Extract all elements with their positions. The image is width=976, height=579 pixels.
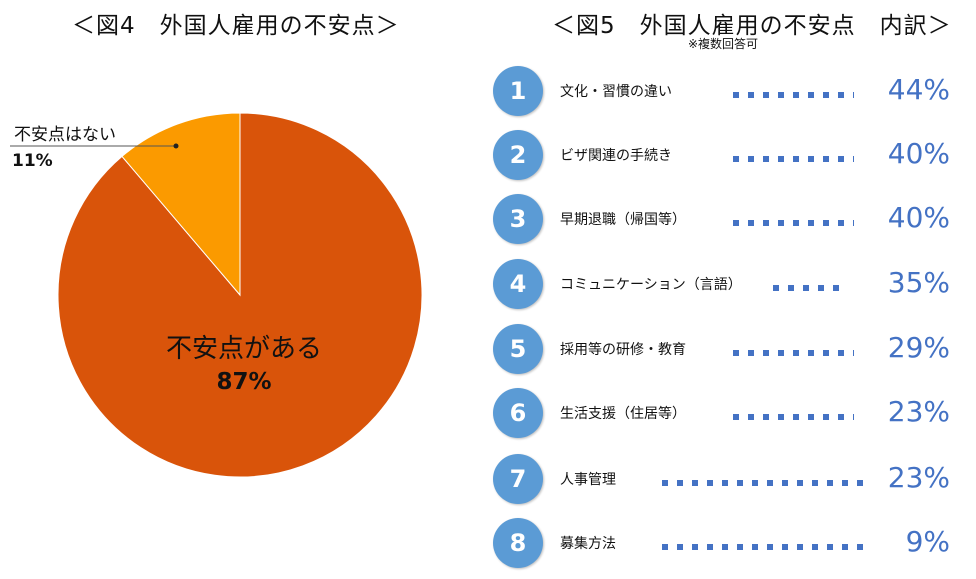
percentage-value: 40% <box>887 137 950 170</box>
breakdown-row: 1 文化・習慣の違い 44% <box>490 62 970 120</box>
dotted-leader <box>733 156 854 162</box>
pie-value-anxiety: 87% <box>216 369 271 395</box>
dotted-leader <box>773 285 846 291</box>
breakdown-row: 7 人事管理 23% <box>490 450 970 508</box>
figure4-title: ＜図4 外国人雇用の不安点＞ <box>72 13 400 39</box>
dotted-leader <box>733 220 854 226</box>
breakdown-row: 5 採用等の研修・教育 29% <box>490 320 970 378</box>
rank-badge: 8 <box>493 518 543 568</box>
category-label: ビザ関連の手続き <box>560 148 672 164</box>
breakdown-row: 8 募集方法 9% <box>490 514 970 572</box>
dotted-leader <box>733 414 854 420</box>
category-label: 採用等の研修・教育 <box>560 342 686 358</box>
percentage-value: 23% <box>887 461 950 494</box>
pie-label-no-anxiety: 不安点はない <box>14 125 116 145</box>
breakdown-row: 6 生活支援（住居等） 23% <box>490 384 970 442</box>
pie-chart: 不安点がある 87% 不安点はない 11% <box>10 112 423 478</box>
category-label: 募集方法 <box>560 536 616 552</box>
dotted-leader <box>733 92 854 98</box>
figure5-title: ＜図5 外国人雇用の不安点 内訳＞ <box>552 13 952 39</box>
category-label: 生活支援（住居等） <box>560 406 686 422</box>
breakdown-list: 1 文化・習慣の違い 44% 2 ビザ関連の手続き 40% 3 早期退職（帰国等） 40% 4 コミ… <box>490 62 970 577</box>
category-label: コミュニケーション（言語） <box>560 277 742 293</box>
dotted-leader <box>733 350 854 356</box>
dotted-leader <box>662 480 864 486</box>
pie-callout-dot <box>173 143 179 149</box>
category-label: 人事管理 <box>560 472 616 488</box>
percentage-value: 44% <box>887 73 950 106</box>
rank-badge: 5 <box>493 324 543 374</box>
pie-slice-no-anxiety <box>121 112 241 297</box>
dotted-leader <box>662 544 864 550</box>
percentage-value: 9% <box>905 525 950 558</box>
breakdown-row: 2 ビザ関連の手続き 40% <box>490 126 970 184</box>
breakdown-row: 4 コミュニケーション（言語） 35% <box>490 255 970 313</box>
percentage-value: 29% <box>887 331 950 364</box>
breakdown-row: 3 早期退職（帰国等） 40% <box>490 190 970 248</box>
pie-label-anxiety: 不安点がある <box>166 334 322 364</box>
category-label: 文化・習慣の違い <box>560 84 672 100</box>
pie-value-no-anxiety: 11% <box>12 151 53 171</box>
rank-badge: 6 <box>493 388 543 438</box>
percentage-value: 35% <box>887 266 950 299</box>
rank-badge: 2 <box>493 130 543 180</box>
rank-badge: 7 <box>493 454 543 504</box>
rank-badge: 4 <box>493 259 543 309</box>
percentage-value: 40% <box>887 201 950 234</box>
multiple-answer-note: ※複数回答可 <box>688 37 759 51</box>
category-label: 早期退職（帰国等） <box>560 212 686 228</box>
percentage-value: 23% <box>887 395 950 428</box>
rank-badge: 3 <box>493 194 543 244</box>
rank-badge: 1 <box>493 66 543 116</box>
